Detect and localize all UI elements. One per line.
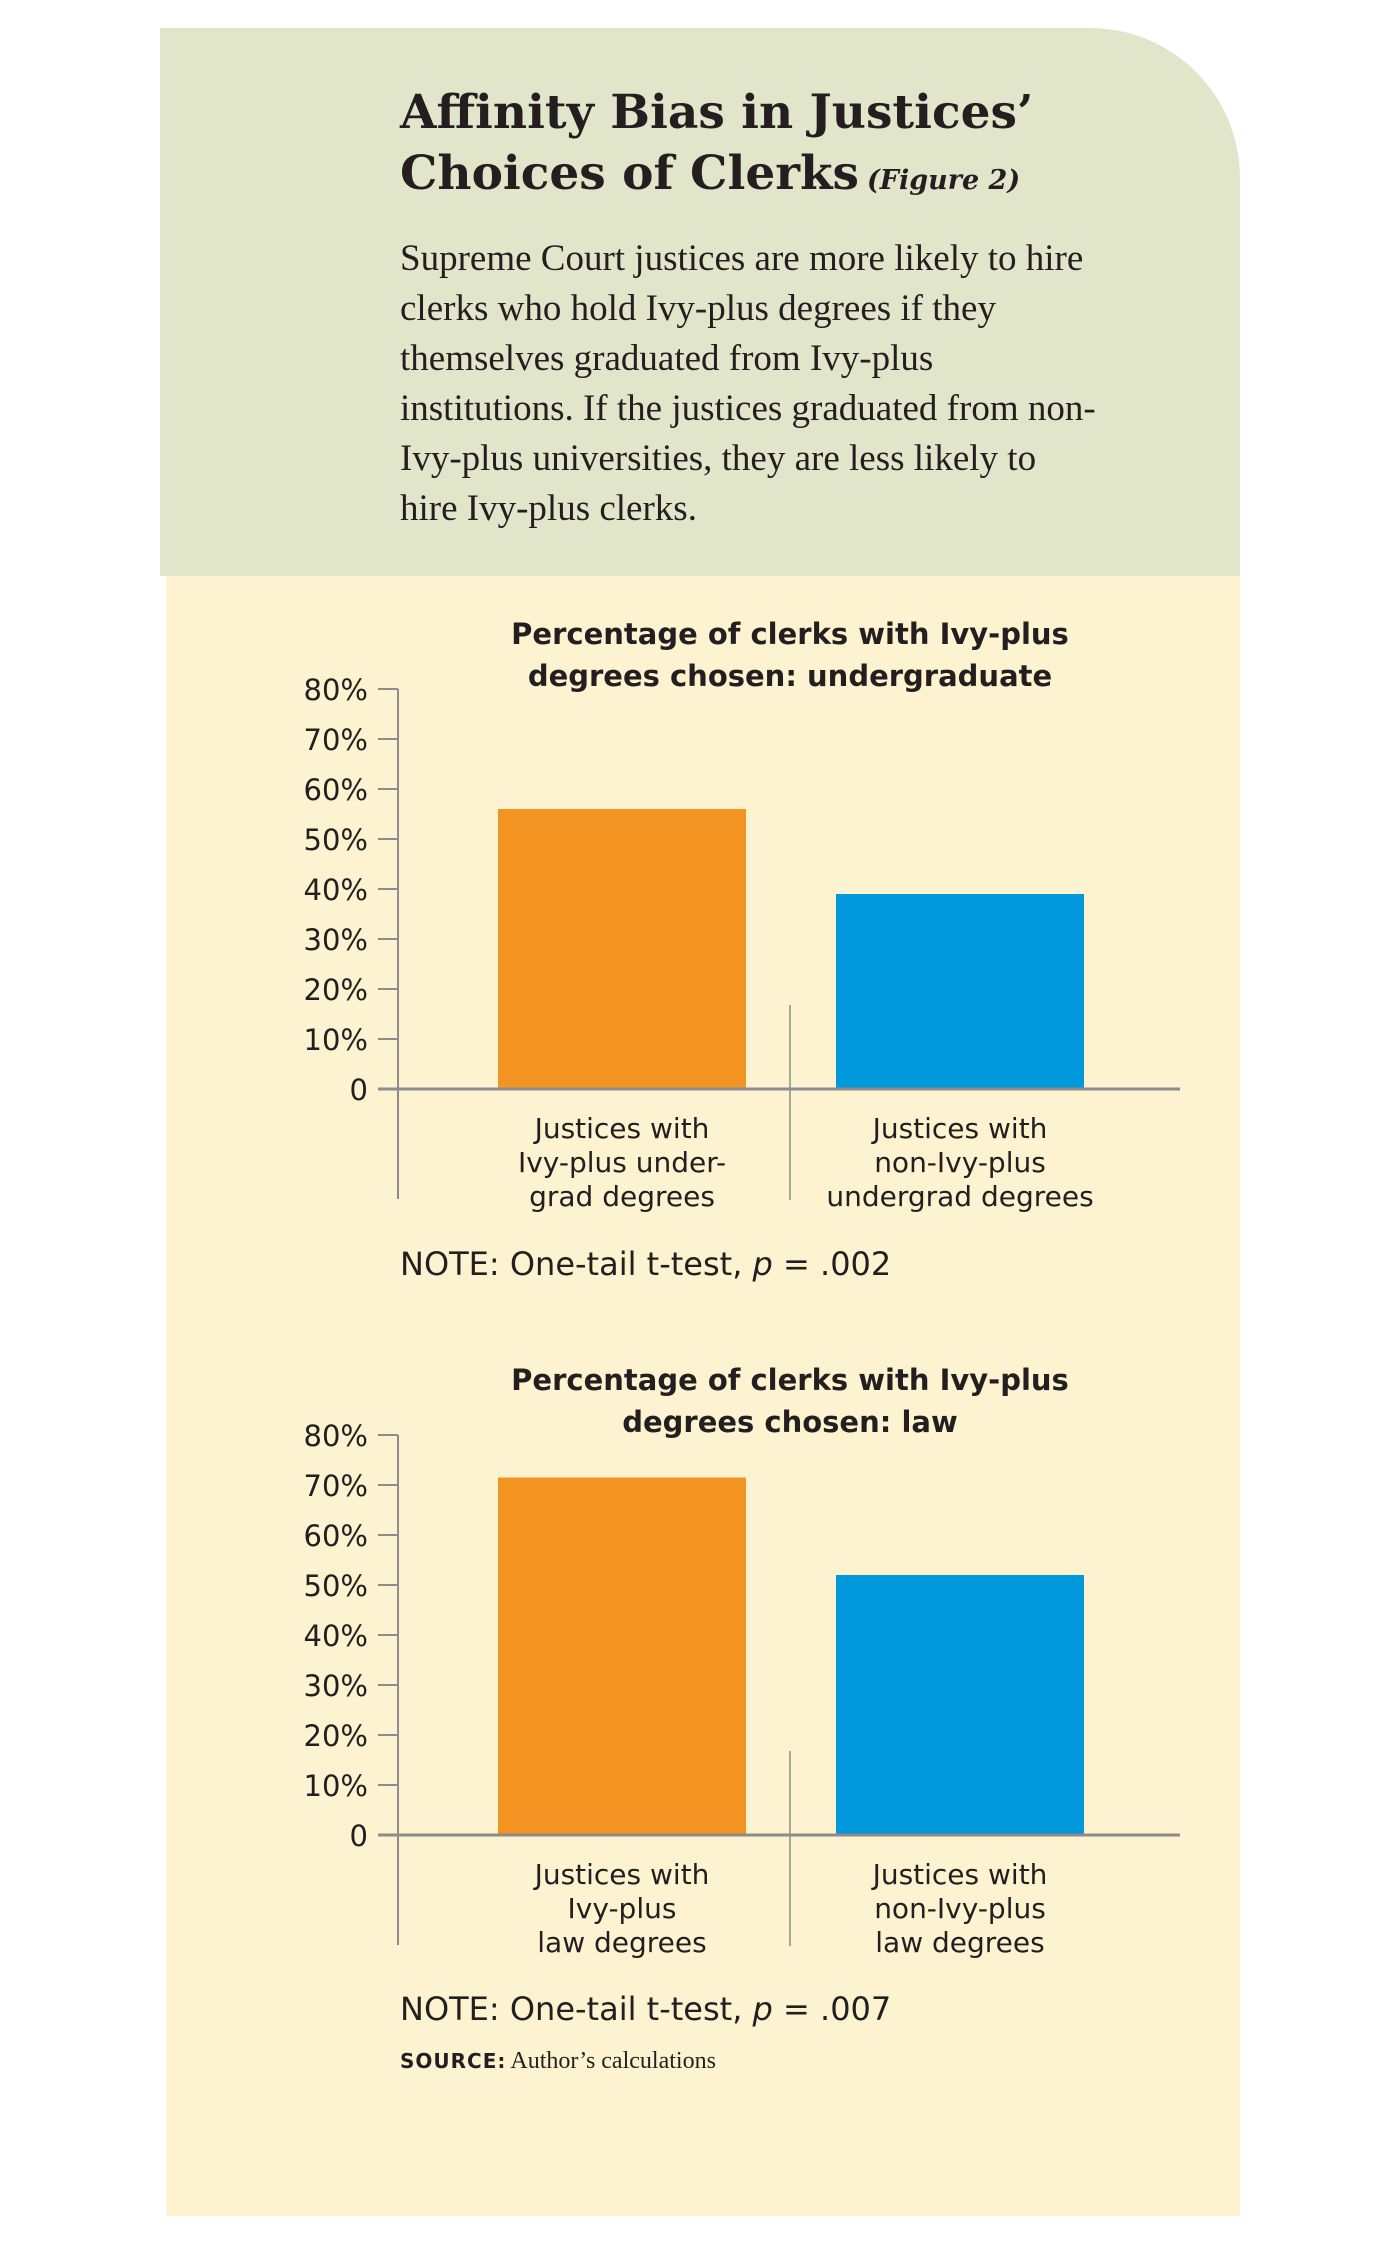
law-bar-2 [836,1575,1084,1835]
law-category-2-line-3: law degrees [875,1926,1044,1959]
figure-header: Affinity Bias in Justices’ Choices of Cl… [160,28,1240,576]
chart-undergraduate: Percentage of clerks with Ivy-plus degree… [304,617,1180,1213]
undergraduate-chart-title-line-1: Percentage of clerks with Ivy-plus [511,617,1069,651]
undergraduate-y-tick-label-3: 30% [304,923,368,957]
undergraduate-category-1-line-3: grad degrees [529,1180,715,1213]
undergraduate-chart-title-line-2: degrees chosen: undergraduate [528,659,1052,693]
source-label: SOURCE: [400,2049,507,2073]
undergraduate-y-tick-label-1: 10% [304,1023,368,1057]
law-chart-title-line-2: degrees chosen: law [622,1405,958,1439]
figure-card: Affinity Bias in Justices’ Choices of Cl… [160,28,1240,2216]
law-y-tick-label-2: 20% [304,1719,368,1753]
undergraduate-y-tick-label-5: 50% [304,823,368,857]
note-law-p: p [752,1990,773,2028]
law-category-2-line-2: non-Ivy-plus [874,1892,1046,1925]
law-y-tick-label-7: 70% [304,1469,368,1503]
note-undergraduate-prefix: NOTE: One-tail t-test, [400,1245,753,1283]
law-y-tick-label-5: 50% [304,1569,368,1603]
figure-label: (Figure 2) [867,165,1021,196]
undergraduate-category-2-line-3: undergrad degrees [826,1180,1093,1213]
undergraduate-y-tick-label-8: 80% [304,673,368,707]
source-text: Author’s calculations [510,2048,716,2074]
source-line: SOURCE: Author’s calculations [400,2048,716,2075]
undergraduate-y-tick-label-6: 60% [304,773,368,807]
law-y-tick-label-1: 10% [304,1769,368,1803]
law-category-1-line-3: law degrees [537,1926,706,1959]
chart-law: Percentage of clerks with Ivy-plus degree… [304,1363,1180,1959]
law-category-1-line-2: Ivy-plus [568,1892,677,1925]
note-law-value: = .007 [772,1990,892,2028]
note-undergraduate-value: = .002 [772,1245,892,1283]
note-law-prefix: NOTE: One-tail t-test, [400,1990,753,2028]
note-undergraduate-p: p [752,1245,773,1283]
law-y-tick-label-3: 30% [304,1669,368,1703]
undergraduate-y-tick-label-2: 20% [304,973,368,1007]
law-chart-title-line-1: Percentage of clerks with Ivy-plus [511,1363,1069,1397]
figure-description: Supreme Court justices are more likely t… [400,238,1096,529]
title-line-1: Affinity Bias in Justices’ [400,85,1034,140]
figure-title: Affinity Bias in Justices’ Choices of Cl… [400,82,1220,211]
note-law: NOTE: One-tail t-test, p = .007 [400,1990,891,2028]
undergraduate-y-tick-label-7: 70% [304,723,368,757]
law-y-tick-label-0: 0 [350,1819,368,1853]
law-y-tick-label-8: 80% [304,1419,368,1453]
law-bar-1 [498,1477,746,1835]
undergraduate-bar-2 [836,894,1084,1089]
title-line-2: Choices of Clerks [400,146,860,201]
note-undergraduate: NOTE: One-tail t-test, p = .002 [400,1245,891,1283]
undergraduate-category-1-line-1: Justices with [533,1112,710,1145]
law-y-tick-label-4: 40% [304,1619,368,1653]
law-category-1-line-1: Justices with [533,1858,710,1891]
law-y-tick-label-6: 60% [304,1519,368,1553]
undergraduate-bar-1 [498,809,746,1089]
undergraduate-category-2-line-1: Justices with [871,1112,1048,1145]
undergraduate-category-2-line-2: non-Ivy-plus [874,1146,1046,1179]
undergraduate-y-tick-label-4: 40% [304,873,368,907]
undergraduate-category-1-line-2: Ivy-plus under- [518,1146,726,1179]
undergraduate-y-tick-label-0: 0 [350,1073,368,1107]
law-category-2-line-1: Justices with [871,1858,1048,1891]
